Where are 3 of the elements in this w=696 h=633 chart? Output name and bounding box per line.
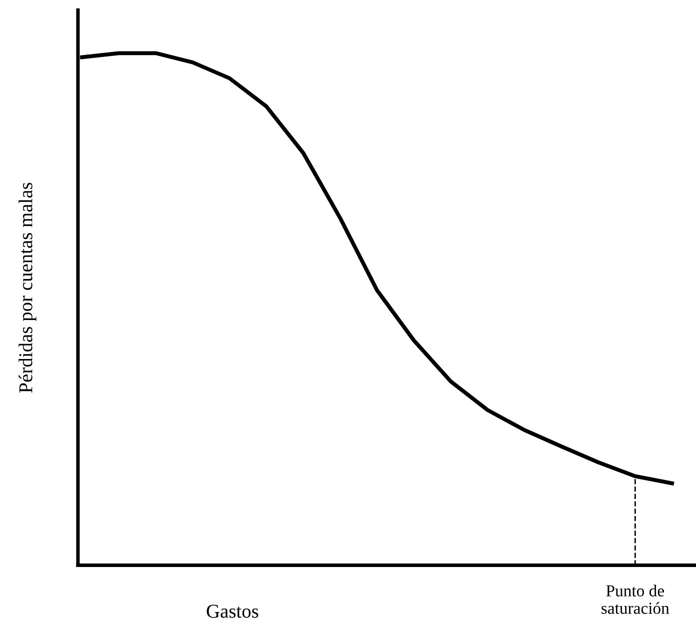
x-axis-title: Gastos bbox=[206, 604, 258, 618]
y-axis-title: Pérdidas por cuentas malas bbox=[18, 182, 36, 393]
text: Punto de saturación bbox=[602, 584, 670, 614]
